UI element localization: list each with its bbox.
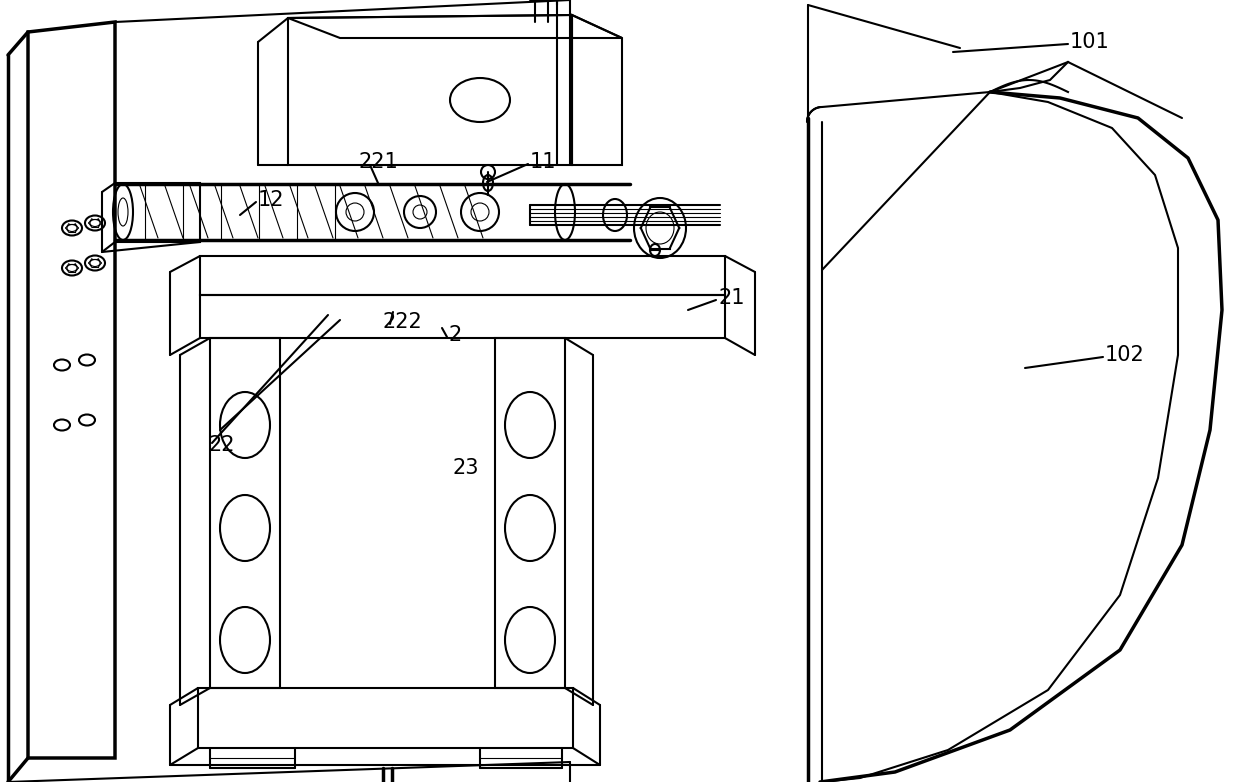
- Text: 101: 101: [1070, 32, 1110, 52]
- Text: 22: 22: [208, 435, 234, 455]
- Text: 23: 23: [453, 458, 479, 478]
- Text: 102: 102: [1105, 345, 1145, 365]
- Text: 12: 12: [258, 190, 285, 210]
- Text: 2: 2: [449, 325, 461, 345]
- Text: 21: 21: [717, 288, 745, 308]
- Text: 221: 221: [358, 152, 398, 172]
- Text: 11: 11: [530, 152, 556, 172]
- Text: 222: 222: [382, 312, 421, 332]
